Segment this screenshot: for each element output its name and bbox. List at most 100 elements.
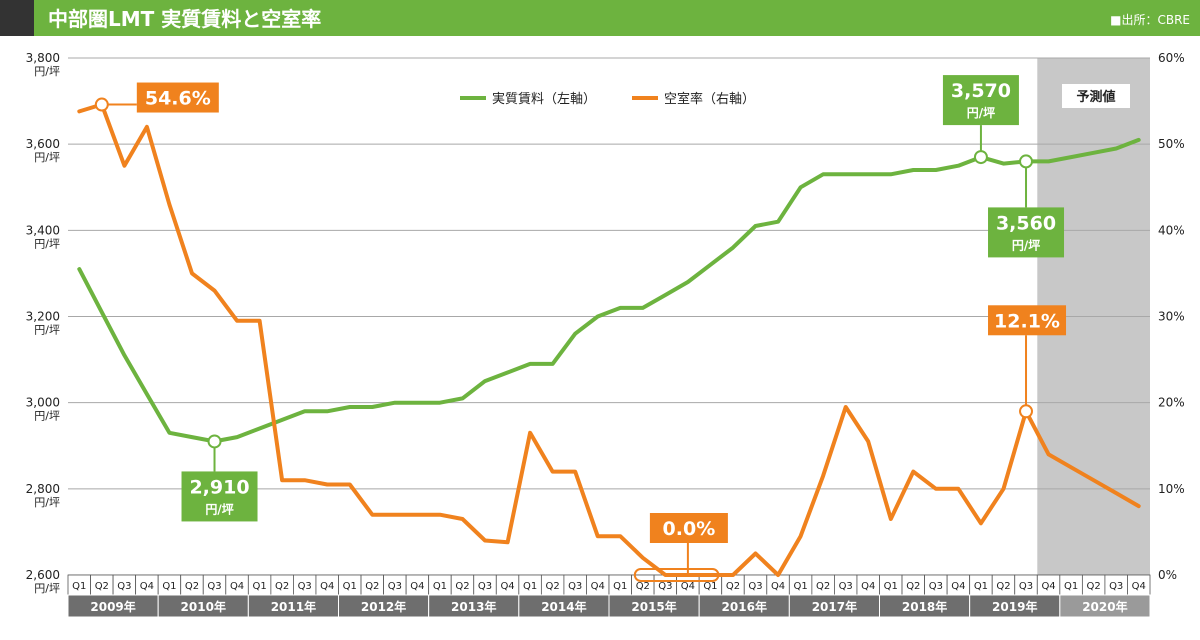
- right-tick-label: 0%: [1158, 568, 1177, 582]
- quarter-label: Q3: [929, 581, 943, 592]
- quarter-label: Q1: [433, 581, 447, 592]
- callouts: 54.6% 2,910 円/坪 0.0% 3,570 円/坪 3,560 円/坪 12.1%: [94, 75, 1067, 582]
- right-tick-label: 60%: [1158, 51, 1185, 65]
- quarter-label: Q4: [591, 581, 605, 592]
- callout-box: [136, 82, 219, 113]
- source-label: ■出所：CBRE: [1110, 13, 1190, 27]
- header-dark-block: [0, 0, 34, 36]
- left-tick-label: 2,600: [26, 568, 60, 582]
- callout-unit: 円/坪: [1012, 238, 1040, 252]
- quarter-label: Q1: [1064, 581, 1078, 592]
- right-tick-label: 50%: [1158, 137, 1185, 151]
- right-tick-label: 20%: [1158, 396, 1185, 410]
- quarter-label: Q3: [117, 581, 131, 592]
- callout-value: 3,560: [996, 212, 1056, 234]
- callout-value: 12.1%: [994, 310, 1060, 332]
- quarter-label: Q4: [681, 581, 695, 592]
- callout-marker: [94, 97, 109, 112]
- quarter-label: Q3: [1019, 581, 1033, 592]
- quarter-label: Q4: [500, 581, 514, 592]
- year-label: 2017年: [812, 599, 857, 614]
- year-label: 2020年: [1082, 599, 1127, 614]
- forecast-label-box: [1062, 84, 1130, 108]
- left-tick-label: 3,200: [26, 310, 60, 324]
- quarter-label: Q3: [568, 581, 582, 592]
- left-tick-unit: 円/坪: [34, 582, 60, 595]
- legend-label: 空室率（右軸）: [664, 91, 755, 107]
- quarter-label: Q3: [658, 581, 672, 592]
- quarter-label: Q1: [703, 581, 717, 592]
- quarter-label: Q2: [1087, 581, 1101, 592]
- quarter-label: Q1: [974, 581, 988, 592]
- legend-label: 実質賃料（左軸）: [492, 91, 596, 107]
- quarter-label: Q4: [771, 581, 785, 592]
- left-tick-label: 2,800: [26, 482, 60, 496]
- left-tick-unit: 円/坪: [34, 151, 60, 164]
- quarter-label: Q4: [230, 581, 244, 592]
- quarter-label: Q4: [951, 581, 965, 592]
- quarter-label: Q1: [523, 581, 537, 592]
- quarter-label: Q1: [72, 581, 86, 592]
- callout-marker: [207, 434, 222, 449]
- quarter-label: Q1: [343, 581, 357, 592]
- quarter-label: Q3: [748, 581, 762, 592]
- year-label: 2016年: [722, 599, 767, 614]
- quarter-label: Q4: [1132, 581, 1146, 592]
- quarter-label: Q2: [546, 581, 560, 592]
- right-tick-label: 10%: [1158, 482, 1185, 496]
- callout-box: [942, 75, 1019, 126]
- callout-marker: [1019, 404, 1034, 419]
- left-tick-label: 3,400: [26, 223, 60, 237]
- callout-value: 3,570: [951, 80, 1011, 102]
- left-tick-label: 3,000: [26, 396, 60, 410]
- chart-title: 中部圏LMT 実質賃料と空室率: [48, 7, 321, 31]
- quarter-label: Q3: [478, 581, 492, 592]
- quarter-label: Q4: [861, 581, 875, 592]
- quarter-label: Q2: [455, 581, 469, 592]
- quarter-label: Q3: [298, 581, 312, 592]
- callout-box: [988, 305, 1067, 336]
- quarter-label: Q1: [793, 581, 807, 592]
- quarter-label: Q3: [1109, 581, 1123, 592]
- quarter-label: Q2: [275, 581, 289, 592]
- quarter-label: Q4: [410, 581, 424, 592]
- quarter-label: Q1: [884, 581, 898, 592]
- callout-box: [181, 471, 258, 522]
- callout-marker: [1019, 154, 1034, 169]
- year-label: 2011年: [271, 599, 316, 614]
- left-tick-unit: 円/坪: [34, 324, 60, 337]
- callout-value: 2,910: [189, 476, 249, 498]
- quarter-label: Q1: [252, 581, 266, 592]
- quarter-label: Q4: [320, 581, 334, 592]
- callout-value: 0.0%: [663, 518, 716, 540]
- quarter-label: Q2: [636, 581, 650, 592]
- callout-box: [988, 207, 1065, 258]
- quarter-label: Q2: [816, 581, 830, 592]
- year-label: 2014年: [541, 599, 586, 614]
- left-tick-unit: 円/坪: [34, 237, 60, 250]
- callout-unit: 円/坪: [205, 502, 233, 516]
- axes: 2,600円/坪2,800円/坪3,000円/坪3,200円/坪3,400円/坪…: [26, 51, 1185, 618]
- callout-marker: [973, 150, 988, 165]
- left-tick-unit: 円/坪: [34, 410, 60, 423]
- quarter-label: Q2: [365, 581, 379, 592]
- callout-marker-oval: [633, 568, 720, 582]
- vacancy-line: [77, 102, 1141, 577]
- left-tick-label: 3,600: [26, 137, 60, 151]
- quarter-label: Q2: [185, 581, 199, 592]
- quarter-label: Q2: [726, 581, 740, 592]
- year-cell: [1059, 594, 1151, 618]
- forecast-label: 予測値: [1076, 89, 1115, 105]
- callout-value: 54.6%: [145, 88, 211, 110]
- quarter-label: Q2: [95, 581, 109, 592]
- quarter-label: Q1: [613, 581, 627, 592]
- year-label: 2019年: [992, 599, 1037, 614]
- year-label: 2009年: [90, 599, 135, 614]
- quarter-label: Q3: [388, 581, 402, 592]
- series-lines: [77, 102, 1141, 577]
- callout-box: [649, 513, 728, 543]
- year-label: 2013年: [451, 599, 496, 614]
- left-tick-label: 3,800: [26, 51, 60, 65]
- quarter-label: Q4: [1041, 581, 1055, 592]
- quarter-label: Q3: [207, 581, 221, 592]
